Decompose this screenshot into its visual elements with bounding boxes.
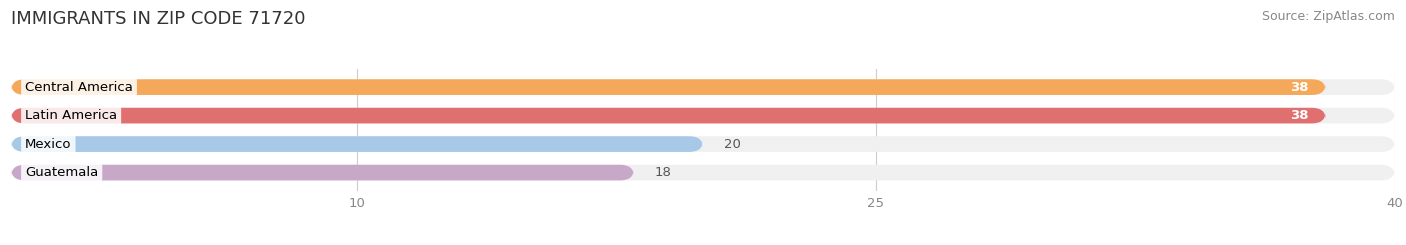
FancyBboxPatch shape bbox=[11, 165, 634, 180]
Text: IMMIGRANTS IN ZIP CODE 71720: IMMIGRANTS IN ZIP CODE 71720 bbox=[11, 10, 305, 28]
FancyBboxPatch shape bbox=[11, 136, 703, 152]
Text: Guatemala: Guatemala bbox=[25, 166, 98, 179]
Text: 20: 20 bbox=[724, 138, 741, 151]
FancyBboxPatch shape bbox=[11, 165, 1395, 180]
FancyBboxPatch shape bbox=[11, 136, 1395, 152]
Text: Central America: Central America bbox=[25, 81, 134, 94]
Text: 18: 18 bbox=[655, 166, 672, 179]
Text: Source: ZipAtlas.com: Source: ZipAtlas.com bbox=[1261, 10, 1395, 23]
FancyBboxPatch shape bbox=[11, 108, 1395, 123]
FancyBboxPatch shape bbox=[11, 79, 1326, 95]
Text: 38: 38 bbox=[1289, 109, 1309, 122]
Text: Latin America: Latin America bbox=[25, 109, 117, 122]
FancyBboxPatch shape bbox=[11, 79, 1395, 95]
FancyBboxPatch shape bbox=[11, 108, 1326, 123]
Text: 38: 38 bbox=[1289, 81, 1309, 94]
Text: Mexico: Mexico bbox=[25, 138, 72, 151]
